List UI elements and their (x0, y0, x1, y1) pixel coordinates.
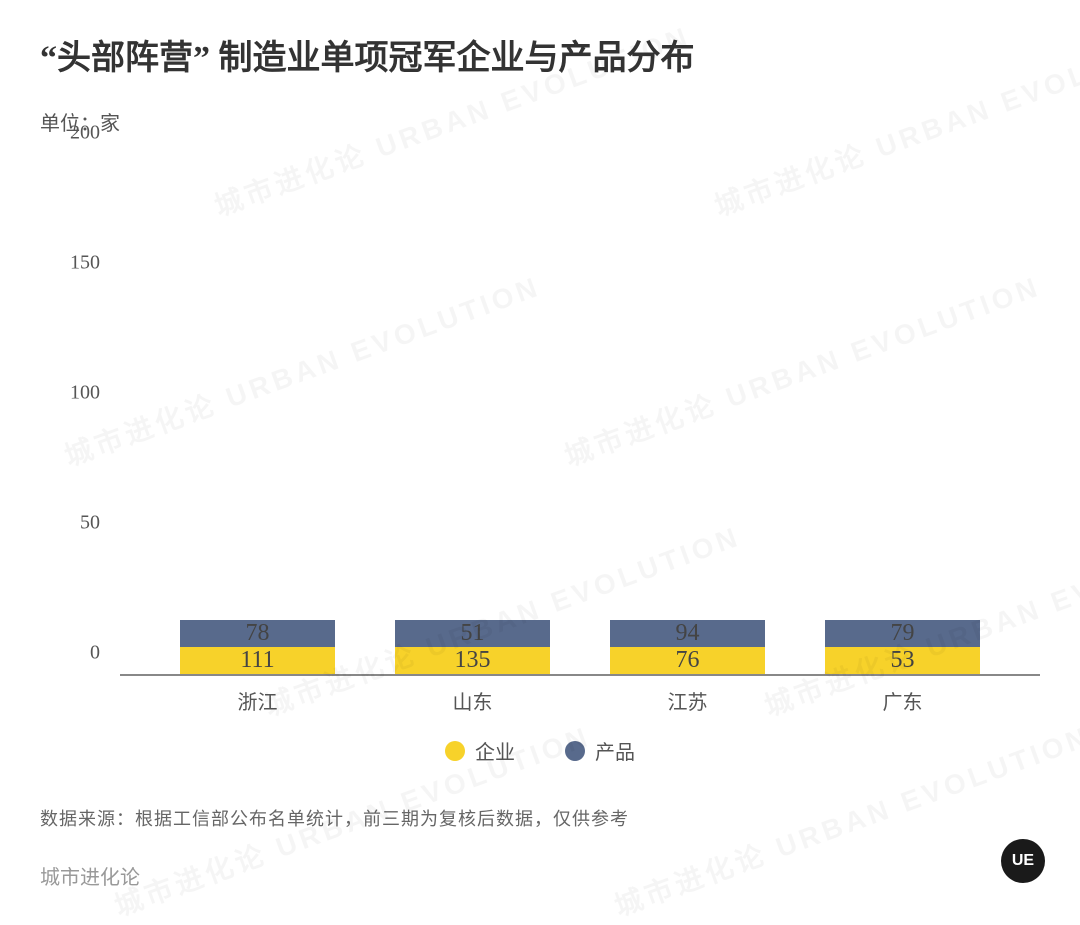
y-tick: 200 (70, 122, 100, 145)
y-tick: 50 (80, 512, 100, 535)
bars-group: 11178 13551 7694 5379 (120, 156, 1040, 674)
bar-segment-product: 79 (825, 620, 980, 647)
bar-segment-product: 94 (610, 620, 765, 647)
bar-segment-product: 51 (395, 620, 550, 647)
data-source: 数据来源：根据工信部公布名单统计，前三期为复核后数据，仅供参考 (40, 805, 1040, 831)
legend-label: 企业 (475, 736, 515, 765)
bar-segment-product: 78 (180, 620, 335, 647)
bar-group: 13551 (395, 620, 550, 674)
bar-segment-enterprise: 76 (610, 647, 765, 674)
y-axis: 050100150200 (60, 156, 110, 676)
chart-title: “头部阵营” 制造业单项冠军企业与产品分布 (40, 30, 1040, 79)
bar-segment-enterprise: 53 (825, 647, 980, 674)
legend-dot (445, 741, 465, 761)
x-axis-label: 江苏 (610, 676, 765, 716)
x-axis-labels: 浙江 山东 江苏 广东 (120, 676, 1040, 716)
legend-label: 产品 (595, 736, 635, 765)
bar-group: 11178 (180, 620, 335, 674)
bar-group: 5379 (825, 620, 980, 674)
legend: 企业 产品 (40, 736, 1040, 765)
y-tick: 0 (90, 642, 100, 665)
legend-dot (565, 741, 585, 761)
y-tick: 150 (70, 252, 100, 275)
bar-segment-enterprise: 111 (180, 647, 335, 674)
bar-segment-enterprise: 135 (395, 647, 550, 674)
bar-group: 7694 (610, 620, 765, 674)
legend-item: 产品 (565, 736, 635, 765)
ue-logo: UE (1001, 839, 1045, 883)
chart-area: 050100150200 111781355176945379 浙江山东江苏广东 (60, 156, 1040, 716)
x-axis-label: 山东 (395, 676, 550, 716)
unit-label: 单位：家 (40, 107, 1040, 136)
chart-container: “头部阵营” 制造业单项冠军企业与产品分布 单位：家 050100150200 … (0, 0, 1080, 918)
legend-item: 企业 (445, 736, 515, 765)
plot-area: 11178 13551 7694 5379 (120, 156, 1040, 676)
y-tick: 100 (70, 382, 100, 405)
publisher-label: 城市进化论 (40, 861, 1040, 890)
x-axis-label: 浙江 (180, 676, 335, 716)
x-axis-label: 广东 (825, 676, 980, 716)
